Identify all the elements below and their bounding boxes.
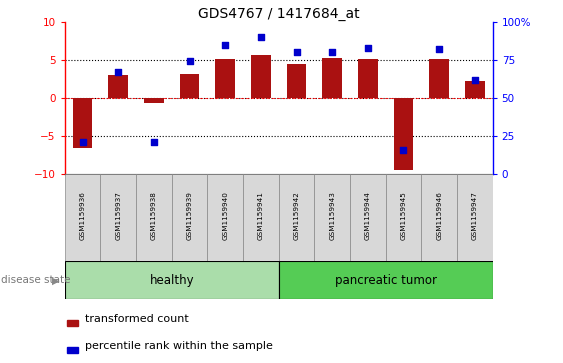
Bar xyxy=(279,261,493,299)
Bar xyxy=(172,174,207,261)
Point xyxy=(399,147,408,153)
Text: GSM1159936: GSM1159936 xyxy=(79,192,86,241)
Bar xyxy=(421,174,457,261)
Bar xyxy=(358,59,378,98)
Point xyxy=(256,34,265,40)
Bar xyxy=(68,347,78,354)
Bar xyxy=(251,55,271,98)
Text: GSM1159939: GSM1159939 xyxy=(186,192,193,241)
Bar xyxy=(457,174,493,261)
Text: percentile rank within the sample: percentile rank within the sample xyxy=(85,341,273,351)
Text: GSM1159940: GSM1159940 xyxy=(222,192,228,241)
Text: GSM1159943: GSM1159943 xyxy=(329,192,335,241)
Text: GSM1159938: GSM1159938 xyxy=(151,192,157,241)
Text: healthy: healthy xyxy=(149,274,194,287)
Bar xyxy=(180,74,199,98)
Point xyxy=(435,46,444,52)
Text: GSM1159937: GSM1159937 xyxy=(115,192,121,241)
Text: GSM1159946: GSM1159946 xyxy=(436,192,442,241)
Bar xyxy=(243,174,279,261)
Bar xyxy=(465,81,485,98)
Bar xyxy=(73,98,92,147)
Text: GSM1159945: GSM1159945 xyxy=(400,192,406,241)
Text: GSM1159947: GSM1159947 xyxy=(472,192,478,241)
Point xyxy=(78,139,87,145)
Point xyxy=(363,45,372,50)
Point xyxy=(328,49,337,55)
Bar xyxy=(68,321,78,326)
Text: pancreatic tumor: pancreatic tumor xyxy=(334,274,437,287)
Text: disease state: disease state xyxy=(1,276,70,285)
Text: GSM1159942: GSM1159942 xyxy=(293,192,300,241)
Bar xyxy=(207,174,243,261)
Bar xyxy=(144,98,164,103)
Bar xyxy=(350,174,386,261)
Point xyxy=(221,42,230,48)
Bar xyxy=(279,174,314,261)
Point xyxy=(149,139,158,145)
Bar xyxy=(109,75,128,98)
Point xyxy=(114,69,123,75)
Point xyxy=(185,58,194,64)
Point xyxy=(470,77,479,83)
Text: GSM1159944: GSM1159944 xyxy=(365,192,371,241)
Bar xyxy=(216,59,235,98)
Text: ▶: ▶ xyxy=(52,276,59,285)
Text: transformed count: transformed count xyxy=(85,314,189,324)
Text: GSM1159941: GSM1159941 xyxy=(258,192,264,241)
Bar xyxy=(386,174,421,261)
Bar xyxy=(136,174,172,261)
Bar xyxy=(394,98,413,170)
Bar xyxy=(430,59,449,98)
Bar xyxy=(65,174,100,261)
Bar xyxy=(65,261,279,299)
Bar xyxy=(323,58,342,98)
Bar xyxy=(314,174,350,261)
Bar xyxy=(100,174,136,261)
Title: GDS4767 / 1417684_at: GDS4767 / 1417684_at xyxy=(198,7,360,21)
Point xyxy=(292,49,301,55)
Bar xyxy=(287,64,306,98)
